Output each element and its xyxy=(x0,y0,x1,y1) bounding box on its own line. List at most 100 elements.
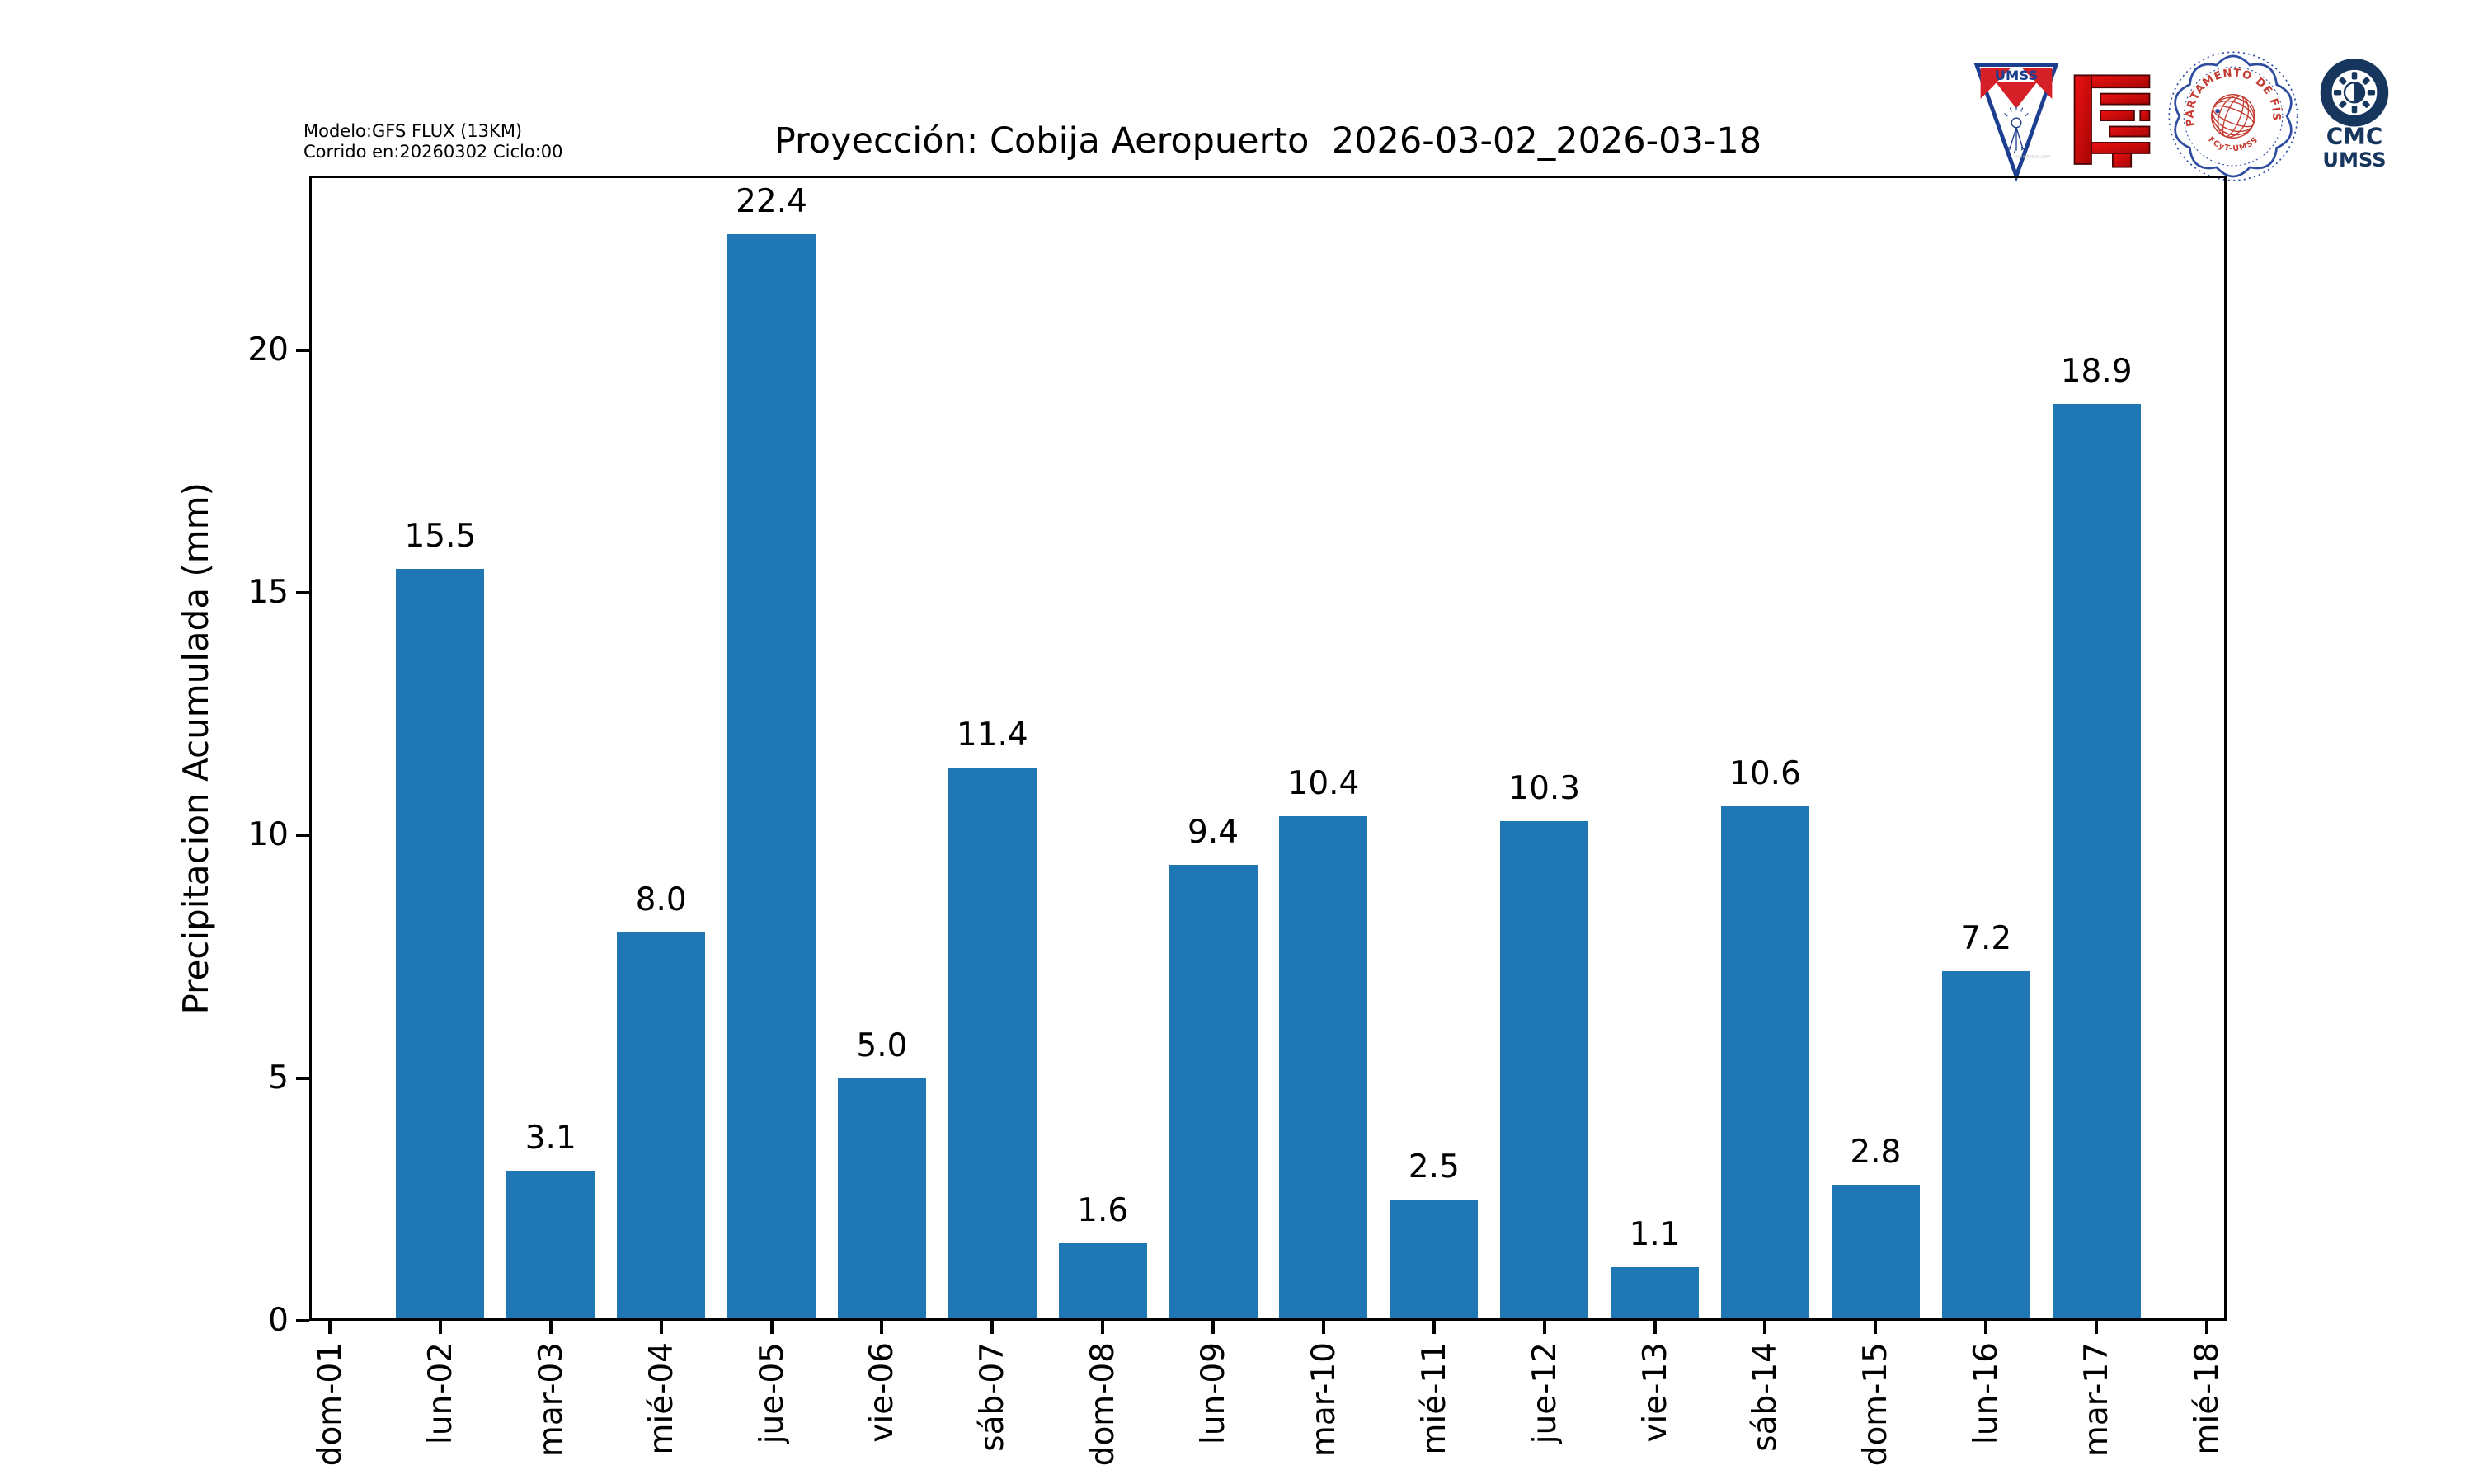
x-tick-label: mar-17 xyxy=(2078,1342,2116,1458)
x-tick-mark xyxy=(1432,1321,1436,1334)
x-tick-label: mar-10 xyxy=(1305,1342,1343,1458)
seal-dot xyxy=(2215,108,2220,114)
bar xyxy=(1390,1199,1479,1321)
x-tick-mark xyxy=(438,1321,442,1334)
fisica-seal-logo: DEPARTAMENTO DE FÍSICA FCyT-UMSS xyxy=(2164,47,2298,181)
model-info: Modelo:GFS FLUX (13KM) Corrido en:202603… xyxy=(303,121,563,162)
x-tick-mark xyxy=(1984,1321,1988,1334)
bar xyxy=(948,768,1037,1321)
y-tick-mark xyxy=(296,1076,309,1080)
x-tick-mark xyxy=(1101,1321,1105,1334)
cmc-umss-label: UMSS xyxy=(2322,148,2386,171)
bar-value-label: 2.5 xyxy=(1408,1148,1460,1186)
x-tick-mark xyxy=(2205,1321,2208,1334)
x-tick-label: dom-08 xyxy=(1084,1342,1122,1467)
x-tick-label: mié-11 xyxy=(1415,1342,1453,1455)
bar-value-label: 22.4 xyxy=(736,182,807,220)
x-tick-mark xyxy=(1542,1321,1546,1334)
x-tick-label: lun-16 xyxy=(1968,1342,2006,1444)
run-line: Corrido en:20260302 Ciclo:00 xyxy=(303,142,563,162)
x-tick-label: dom-15 xyxy=(1857,1342,1895,1467)
bar-value-label: 1.6 xyxy=(1077,1191,1129,1229)
x-tick-mark xyxy=(1653,1321,1657,1334)
bar xyxy=(506,1170,595,1321)
bar-value-label: 5.0 xyxy=(856,1026,908,1064)
y-tick-mark xyxy=(296,348,309,352)
bar-value-label: 7.2 xyxy=(1960,920,2012,958)
x-tick-mark xyxy=(1763,1321,1767,1334)
x-tick-mark xyxy=(769,1321,774,1334)
pennant-red-right xyxy=(2021,68,2053,99)
chart-title: Proyección: Cobija Aeropuerto 2026-03-02… xyxy=(774,120,1762,162)
x-tick-mark xyxy=(2095,1321,2099,1334)
x-tick-mark xyxy=(880,1321,884,1334)
cmc-logo: CMC UMSS xyxy=(2320,58,2389,171)
x-tick-mark xyxy=(328,1321,332,1334)
bar-value-label: 8.0 xyxy=(635,881,687,919)
bar-value-label: 10.6 xyxy=(1729,755,1801,793)
bar-value-label: 10.3 xyxy=(1508,769,1581,807)
seal-sphere xyxy=(2211,94,2255,139)
x-tick-mark xyxy=(1211,1321,1216,1334)
pennant-red-center xyxy=(1995,82,2038,109)
bar xyxy=(1058,1242,1147,1321)
cmc-sun-icon xyxy=(2333,72,2376,114)
x-tick-label: mié-18 xyxy=(2189,1342,2226,1455)
bar-value-label: 2.8 xyxy=(1850,1134,1902,1172)
pennant-outline xyxy=(1973,63,2059,182)
y-axis-label: Precipitacion Acumulada (mm) xyxy=(176,481,216,1015)
y-tick-label: 15 xyxy=(247,574,289,612)
x-tick-mark xyxy=(548,1321,553,1334)
bar-value-label: 9.4 xyxy=(1188,813,1239,851)
bar xyxy=(1500,820,1589,1321)
x-tick-label: lun-09 xyxy=(1195,1342,1233,1444)
x-tick-label: lun-02 xyxy=(421,1342,459,1444)
x-tick-label: dom-01 xyxy=(312,1342,349,1467)
seal-scallop-border xyxy=(2174,54,2293,178)
pennant-emblem xyxy=(2004,106,2029,154)
x-tick-label: vie-13 xyxy=(1636,1342,1674,1443)
bar xyxy=(1169,864,1258,1321)
y-tick-mark xyxy=(296,1319,309,1322)
umss-pennant-label: UMSS xyxy=(1995,68,2038,83)
bar xyxy=(1941,971,2030,1321)
umss-pennant-logo: UMSS creadictivo.com xyxy=(1973,63,2059,182)
bar xyxy=(727,233,816,1321)
seal-dotted-inner xyxy=(2183,66,2284,167)
x-tick-label: jue-12 xyxy=(1526,1342,1564,1444)
bar xyxy=(1611,1267,1700,1321)
pennant-red-left xyxy=(1980,68,2011,99)
bar xyxy=(396,568,485,1321)
y-tick-mark xyxy=(296,591,309,595)
y-tick-mark xyxy=(296,834,309,838)
pennant-watermark: creadictivo.com xyxy=(2015,154,2050,159)
model-line: Modelo:GFS FLUX (13KM) xyxy=(303,121,523,141)
y-tick-label: 5 xyxy=(268,1059,289,1097)
seal-dotted-outer xyxy=(2168,51,2298,181)
x-tick-mark xyxy=(1321,1321,1325,1334)
fcyt-shapes xyxy=(2073,74,2151,168)
bar xyxy=(617,932,706,1321)
logo-row: UMSS creadictivo.com xyxy=(1973,45,2397,194)
bar xyxy=(1720,806,1809,1321)
bar xyxy=(1831,1185,1920,1321)
x-tick-label: mar-03 xyxy=(532,1342,570,1458)
bar-value-label: 11.4 xyxy=(956,716,1028,754)
bar-value-label: 3.1 xyxy=(524,1119,576,1157)
x-tick-label: sáb-14 xyxy=(1747,1342,1785,1452)
x-tick-label: mié-04 xyxy=(642,1342,680,1455)
cmc-label: CMC xyxy=(2326,122,2382,149)
bar xyxy=(837,1078,926,1321)
x-tick-label: vie-06 xyxy=(863,1342,901,1443)
bar-value-label: 18.9 xyxy=(2060,352,2133,390)
x-tick-label: sáb-07 xyxy=(974,1342,1012,1452)
x-tick-mark xyxy=(990,1321,995,1334)
x-tick-label: jue-05 xyxy=(753,1342,791,1444)
bar xyxy=(1279,815,1368,1321)
fcyt-logo xyxy=(2073,74,2151,168)
x-tick-mark xyxy=(659,1321,663,1334)
y-tick-label: 20 xyxy=(247,331,289,369)
bar-value-label: 10.4 xyxy=(1287,764,1360,802)
x-tick-mark xyxy=(1874,1321,1878,1334)
y-tick-label: 10 xyxy=(247,816,289,854)
